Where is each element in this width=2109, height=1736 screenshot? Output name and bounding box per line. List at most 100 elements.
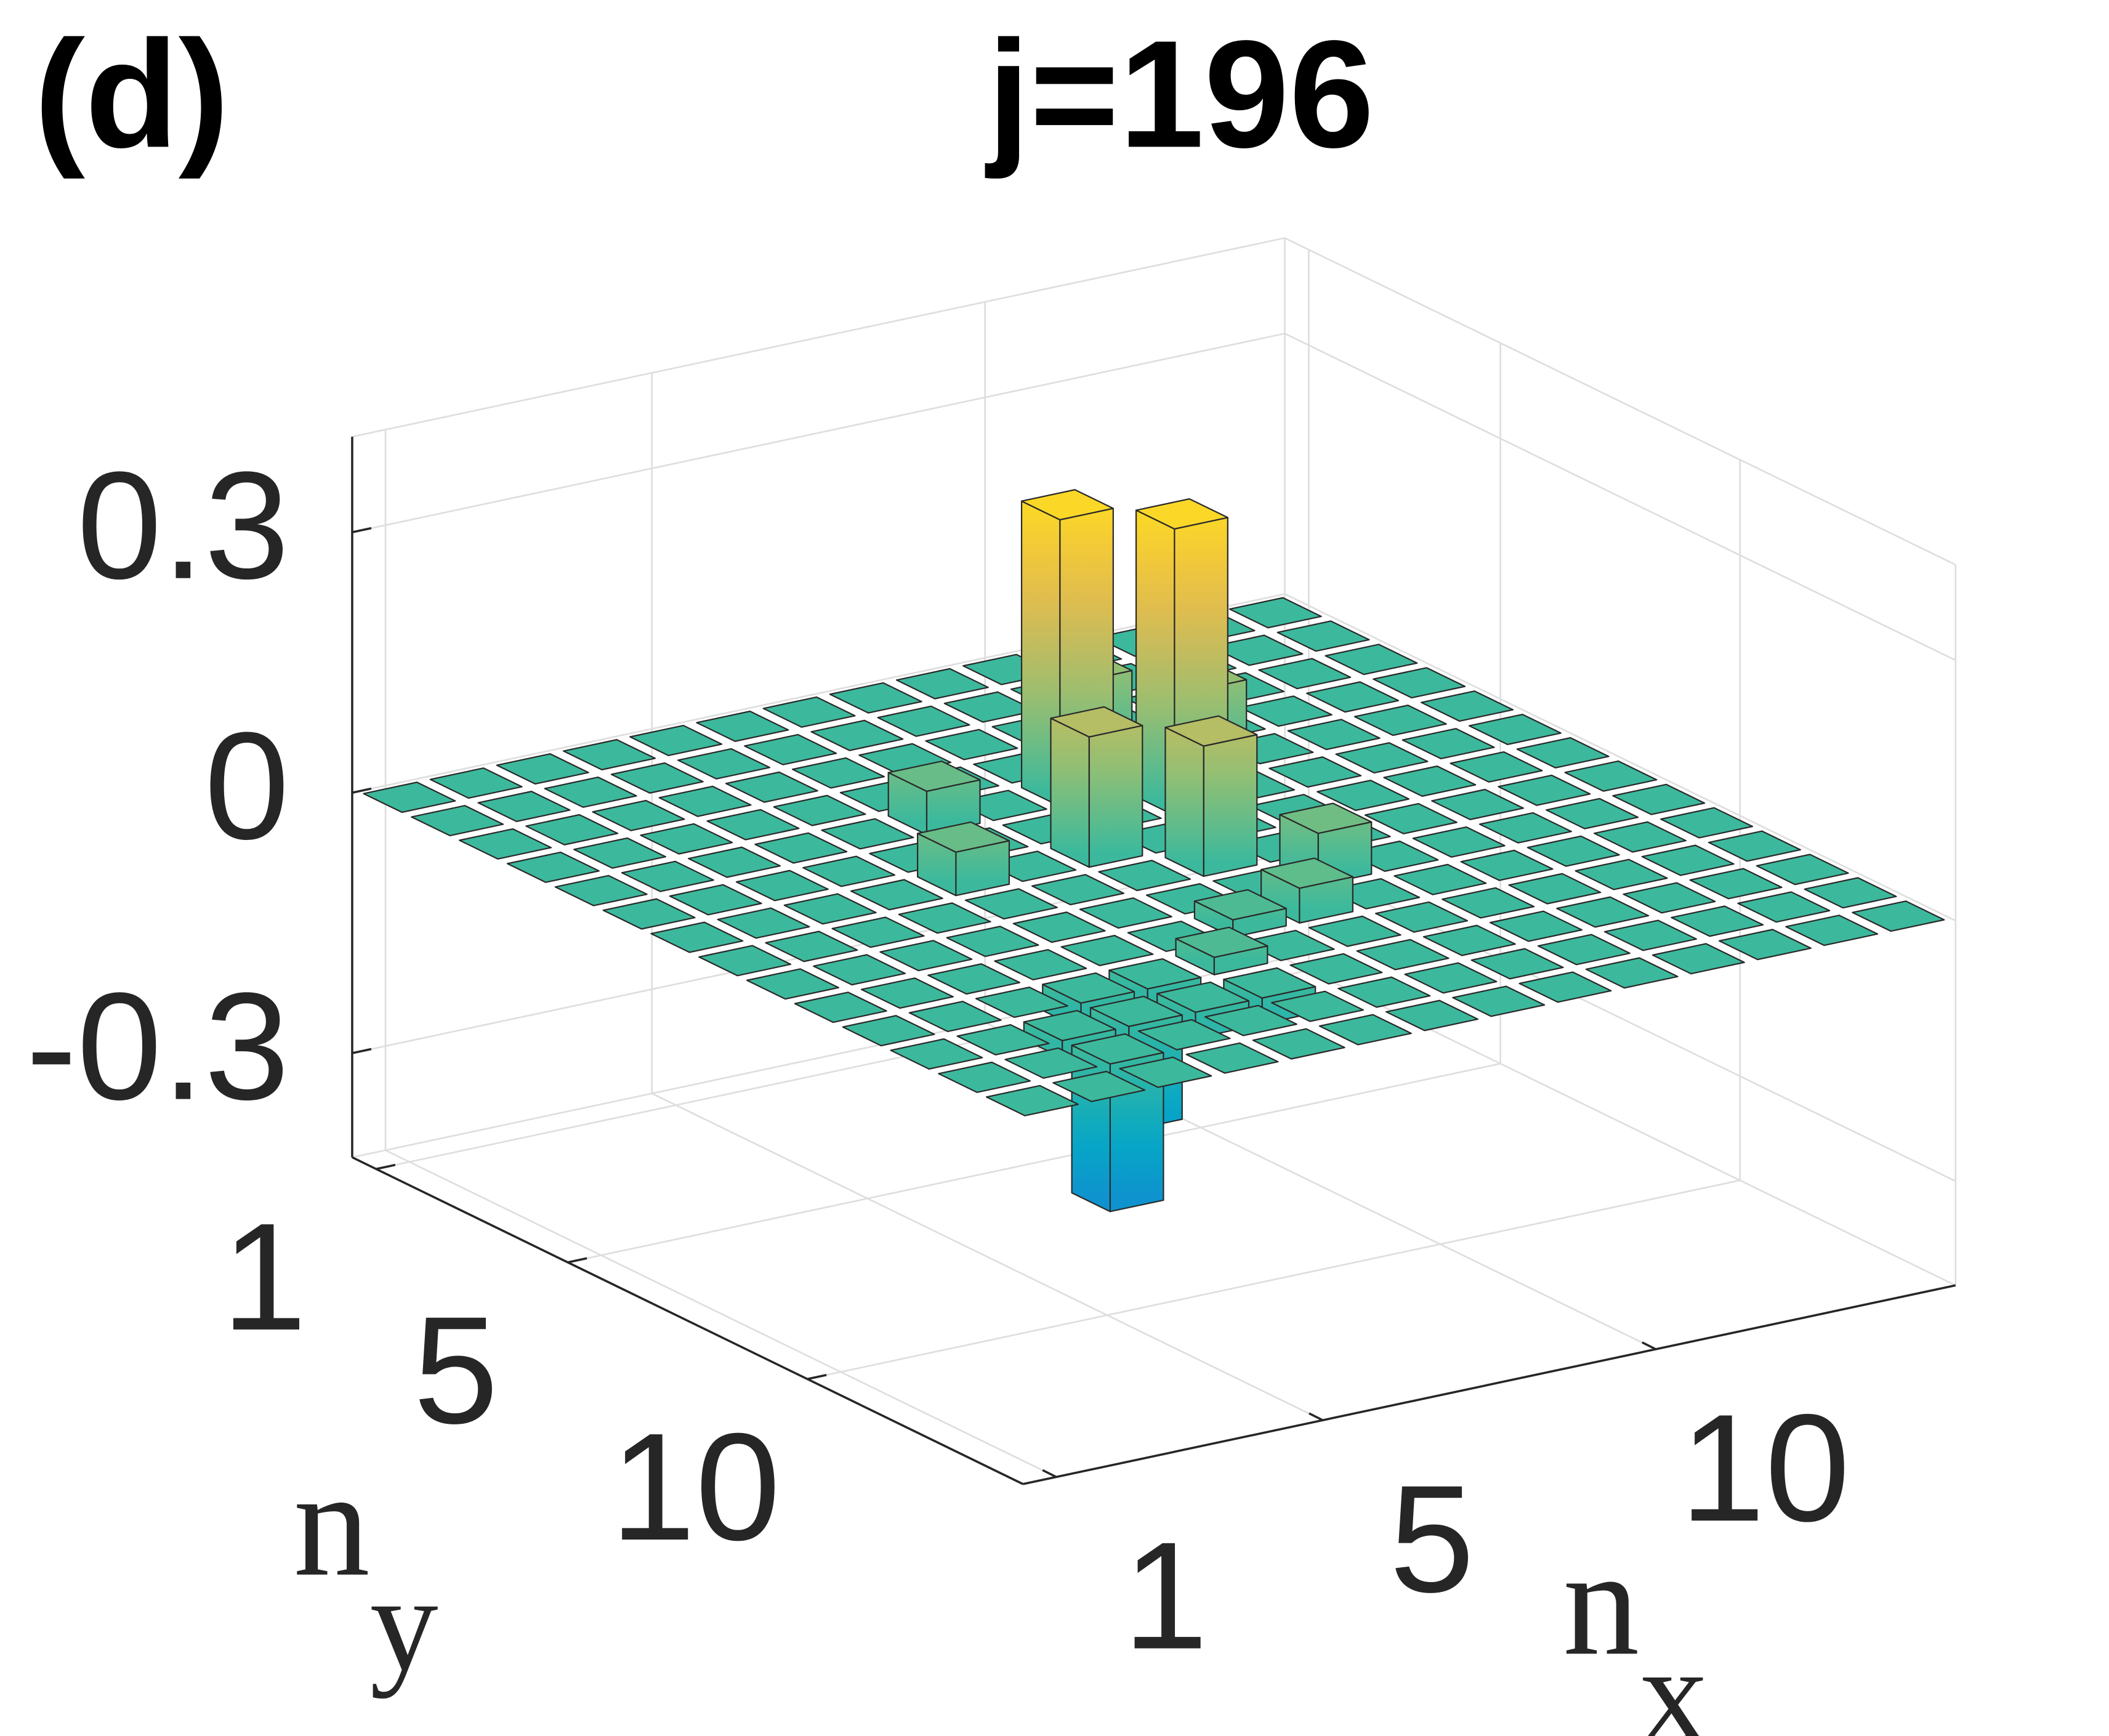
bar-face: [1050, 717, 1090, 868]
bar: [1431, 788, 1525, 820]
bar: [1364, 802, 1458, 834]
bar-top: [1556, 896, 1650, 928]
bar: [1308, 915, 1401, 947]
bar-top: [621, 860, 714, 892]
bar: [765, 931, 858, 963]
bar: [1385, 999, 1479, 1032]
bar: [1287, 719, 1381, 751]
bar: [1228, 597, 1322, 629]
bar-top: [1193, 889, 1287, 921]
x-axis-label-base: n: [1563, 1517, 1639, 1687]
bar-top: [363, 781, 456, 813]
bar: [1489, 910, 1583, 942]
bar-top: [879, 940, 973, 972]
bar-top: [829, 682, 922, 714]
bar: [746, 968, 839, 1000]
bar: [1119, 1056, 1212, 1088]
bar: [1478, 812, 1572, 844]
bar-top: [1271, 990, 1365, 1022]
bar: [794, 991, 887, 1023]
bar-top: [1641, 844, 1735, 876]
bar: [1401, 728, 1495, 760]
bar-top: [1337, 976, 1431, 1008]
bar: [525, 813, 619, 846]
bar-face: [1088, 725, 1143, 868]
bar-top: [1260, 857, 1354, 889]
bar: [1404, 962, 1498, 994]
bar-top: [717, 907, 810, 939]
bar-top: [1356, 939, 1450, 971]
bar-top: [1308, 915, 1401, 947]
bar: [1252, 1028, 1345, 1060]
bar-top: [1258, 658, 1352, 690]
bar: [1393, 863, 1487, 895]
bar-top: [1031, 874, 1125, 906]
bar-top: [1518, 971, 1612, 1003]
bar: [640, 823, 733, 855]
bar: [813, 954, 906, 986]
bar-top: [658, 785, 752, 817]
bar-top: [554, 874, 648, 906]
bar-top: [629, 724, 723, 756]
bar: [735, 870, 829, 902]
bar-top: [813, 954, 906, 986]
bar: [725, 771, 818, 803]
bar: [1804, 877, 1897, 909]
bar: [573, 837, 667, 869]
bar-top: [1585, 957, 1679, 989]
bar: [1612, 783, 1706, 815]
bar: [602, 898, 696, 930]
bar-top: [956, 1023, 1050, 1056]
bar: [925, 729, 1018, 761]
bar-top: [1098, 860, 1192, 892]
bar: [1276, 620, 1370, 652]
bar-top: [1546, 797, 1639, 830]
bar: [1050, 706, 1143, 868]
x-tick: [1309, 1412, 1323, 1421]
bar: [908, 1001, 1002, 1033]
bar: [1575, 858, 1668, 890]
bar-top: [1252, 1028, 1345, 1060]
y-axis: [352, 1156, 1024, 1485]
bar: [1718, 929, 1812, 961]
z-tick-label: 0: [204, 700, 289, 871]
bar: [1335, 742, 1429, 774]
bar-top: [898, 902, 991, 934]
bar-top: [1442, 887, 1535, 919]
bar-top: [1374, 901, 1468, 933]
bar-top: [917, 821, 1010, 853]
x-tick-label: 1: [1123, 1510, 1208, 1681]
bar: [411, 805, 504, 837]
bar: [1164, 715, 1258, 878]
bar: [706, 809, 800, 841]
bar-top: [938, 1061, 1031, 1093]
bar-top: [1603, 919, 1697, 951]
panel-label: (d): [34, 8, 229, 179]
bar-top: [1119, 1056, 1212, 1088]
bar: [831, 916, 925, 948]
y-tick: [376, 1163, 396, 1171]
bar: [592, 799, 685, 831]
bar: [554, 874, 648, 906]
bar: [1593, 821, 1687, 853]
y-tick-label: 5: [413, 1284, 498, 1455]
bar-top: [842, 1015, 935, 1047]
bar-top: [1575, 858, 1668, 890]
bar: [1660, 807, 1754, 839]
bar: [1516, 737, 1610, 769]
x-tick: [1642, 1341, 1656, 1350]
bar: [1306, 681, 1400, 713]
bar-top: [890, 1038, 983, 1070]
bar-top: [1239, 695, 1333, 727]
bar: [1239, 695, 1333, 727]
bar-top: [1052, 1070, 1146, 1102]
bar-top: [802, 855, 896, 887]
bar-top: [1708, 830, 1801, 862]
y-axis-label: ny: [294, 1439, 438, 1698]
grid-line: [807, 1179, 1740, 1380]
bar: [895, 668, 989, 700]
bar: [1852, 900, 1945, 932]
